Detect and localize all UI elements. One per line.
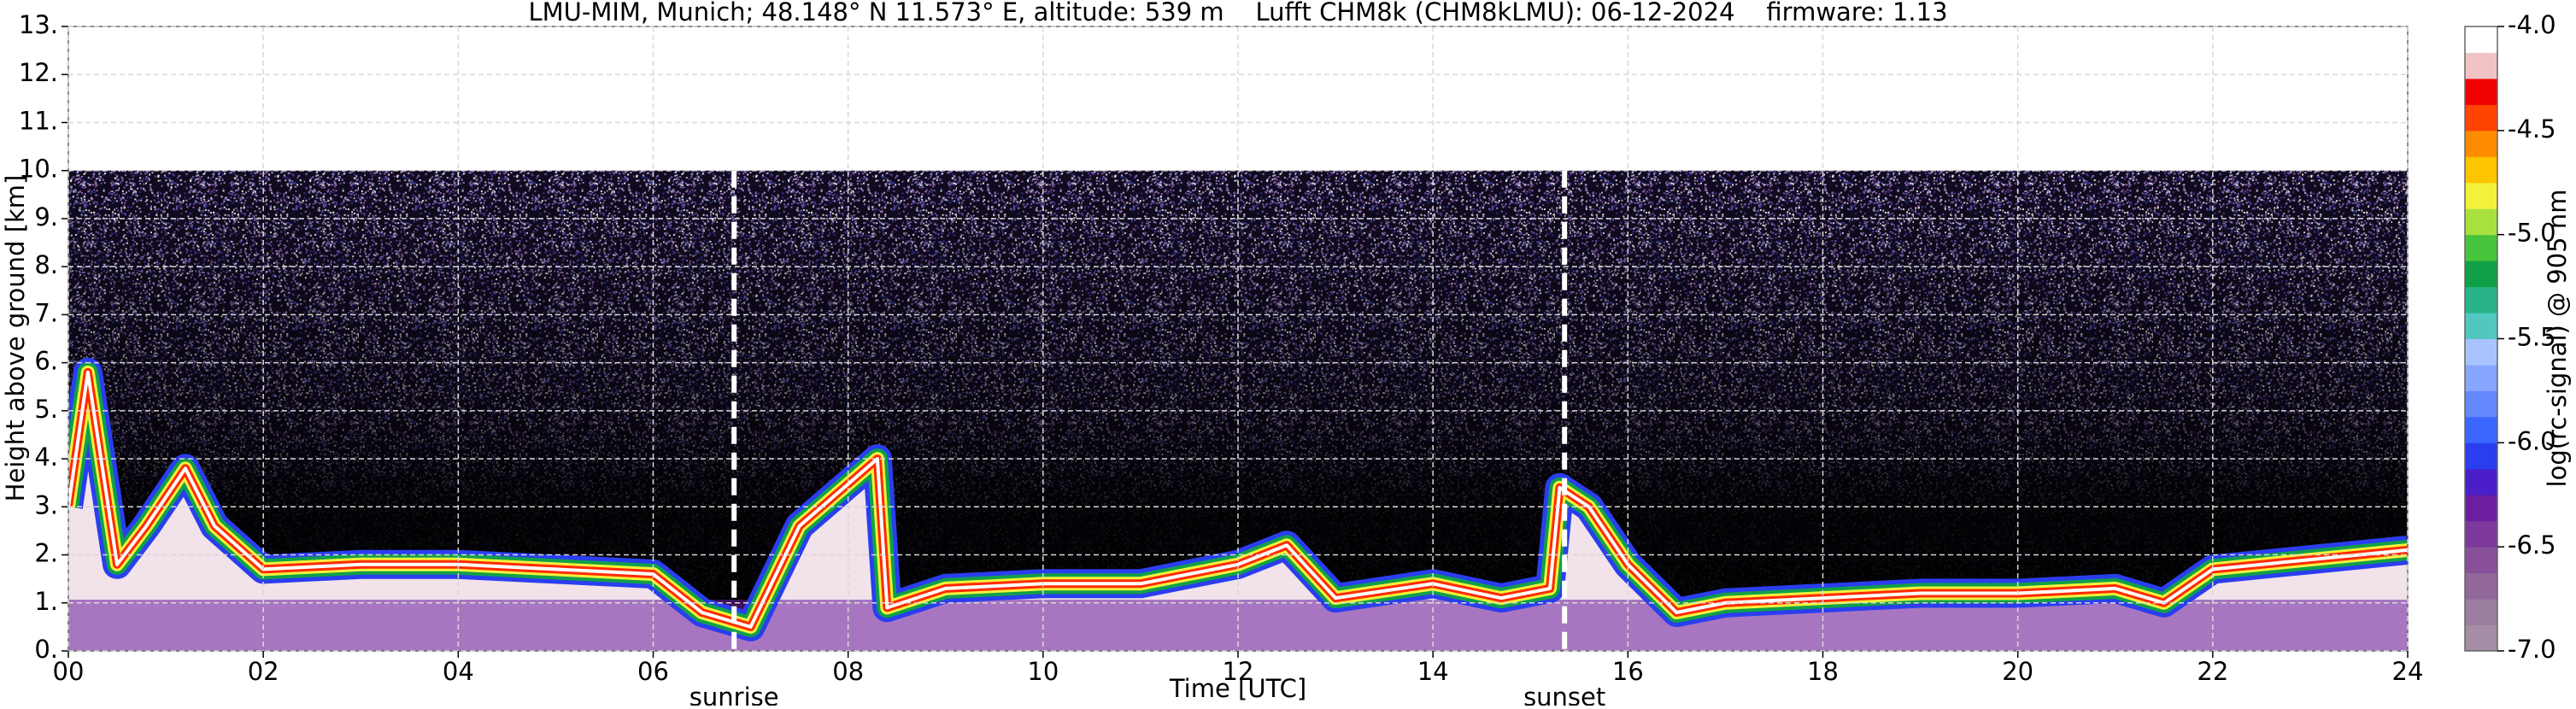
colorbar-label: log(rc-signal) @ 905 nm <box>2543 190 2572 488</box>
colorbar-segment <box>2465 468 2497 495</box>
x-tick-label: 18 <box>1807 657 1839 686</box>
x-tick-label: 06 <box>637 657 669 686</box>
colorbar-segment <box>2465 208 2497 236</box>
y-tick-label: 7. <box>34 298 58 327</box>
colorbar-segment <box>2465 599 2497 626</box>
y-tick-label: 2. <box>34 539 58 568</box>
colorbar-tick-label: -5.5 <box>2508 323 2556 352</box>
colorbar-segment <box>2465 104 2497 132</box>
y-tick-label: 8. <box>34 250 58 279</box>
colorbar-segment <box>2465 442 2497 470</box>
layer-edge <box>68 370 2408 629</box>
colorbar-segment <box>2465 234 2497 261</box>
y-tick-label: 6. <box>34 347 58 376</box>
colorbar-segment <box>2465 520 2497 548</box>
x-tick-label: 22 <box>2197 657 2228 686</box>
colorbar-tick-label: -7.0 <box>2508 635 2556 664</box>
colorbar-segment <box>2465 364 2497 391</box>
y-tick-label: 3. <box>34 490 58 519</box>
colorbar-segment <box>2465 286 2497 313</box>
x-tick-label: 14 <box>1417 657 1449 686</box>
y-tick-label: 5. <box>34 395 58 424</box>
x-tick-label: 12 <box>1223 657 1254 686</box>
colorbar-segment <box>2465 495 2497 522</box>
colorbar-segment <box>2465 130 2497 157</box>
annotation-label: sunrise <box>689 683 779 706</box>
x-axis-label: Time [UTC] <box>1169 674 1306 703</box>
y-tick-label: 12. <box>19 58 58 87</box>
chart-title: LMU-MIM, Munich; 48.148° N 11.573° E, al… <box>528 0 1947 26</box>
colorbar-segment <box>2465 416 2497 443</box>
colorbar-tick-label: -5.0 <box>2508 219 2556 248</box>
colorbar-segment <box>2465 26 2497 53</box>
colorbar-segment <box>2465 547 2497 574</box>
y-tick-label: 10. <box>19 155 58 184</box>
y-tick-label: 1. <box>34 587 58 616</box>
y-tick-label: 9. <box>34 202 58 231</box>
y-tick-label: 0. <box>34 635 58 664</box>
colorbar-segment <box>2465 572 2497 600</box>
colorbar-segment <box>2465 313 2497 339</box>
colorbar-tick-label: -6.0 <box>2508 426 2556 455</box>
y-tick-label: 11. <box>19 106 58 135</box>
colorbar-tick-label: -4.5 <box>2508 114 2556 144</box>
x-tick-label: 08 <box>832 657 864 686</box>
colorbar-tick-label: -6.5 <box>2508 530 2556 560</box>
colorbar-segment <box>2465 78 2497 105</box>
y-tick-label: 4. <box>34 442 58 472</box>
colorbar-segment <box>2465 338 2497 366</box>
overlay: 0. 1. 2. 3. 4. 5. 6. 7. 8. 9. 10. 11. 12. 13. 00 02 04 06… <box>19 10 2556 709</box>
colorbar-segment <box>2465 624 2497 652</box>
x-tick-label: 00 <box>53 657 85 686</box>
x-tick-label: 10 <box>1027 657 1059 686</box>
x-tick-label: 04 <box>443 657 474 686</box>
colorbar-tick-label: -4.0 <box>2508 10 2556 39</box>
x-tick-label: 24 <box>2392 657 2424 686</box>
colorbar-segment <box>2465 261 2497 288</box>
x-tick-label: 20 <box>2002 657 2033 686</box>
x-tick-label: 16 <box>1612 657 1644 686</box>
y-tick-label: 13. <box>19 10 58 39</box>
colorbar-segment <box>2465 156 2497 184</box>
colorbar-segment <box>2465 182 2497 209</box>
y-axis-label: Height above ground [km] <box>1 175 30 502</box>
colorbar-segment <box>2465 390 2497 418</box>
x-tick-label: 02 <box>248 657 279 686</box>
colorbar-segment <box>2465 52 2497 79</box>
annotation-label: sunset <box>1523 683 1605 706</box>
